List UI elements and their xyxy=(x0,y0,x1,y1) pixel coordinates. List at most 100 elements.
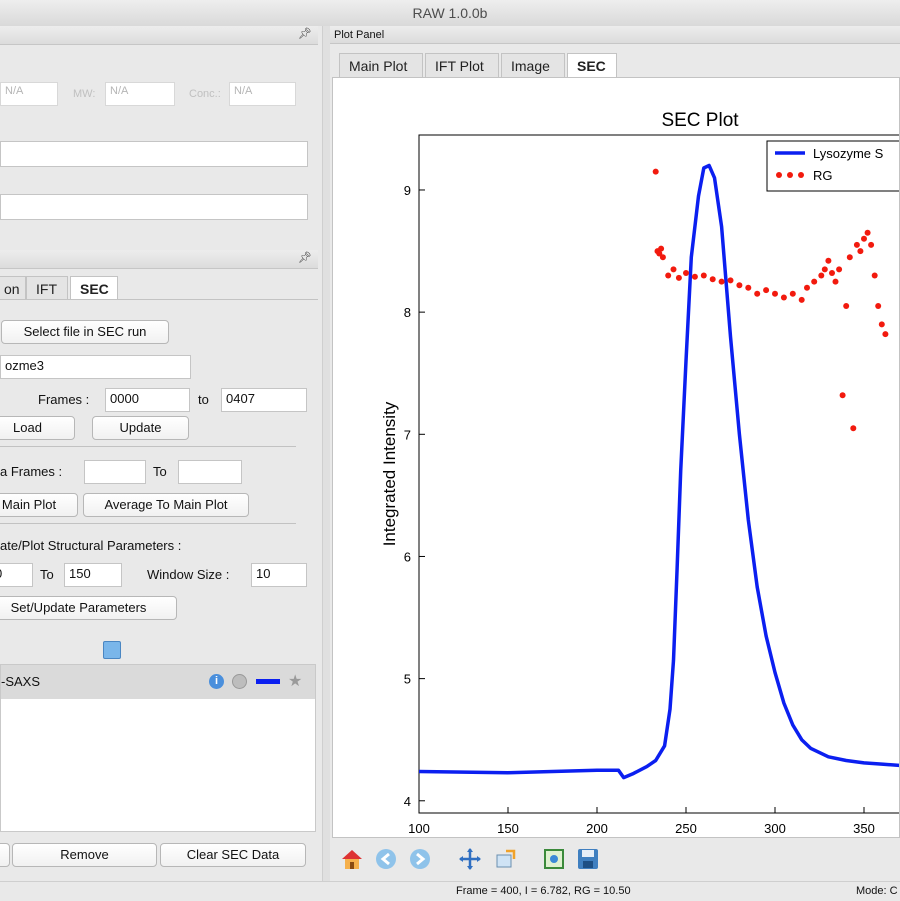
rg-data-point xyxy=(727,277,734,284)
list-item[interactable]: -SAXS i ★ xyxy=(1,665,315,699)
conc-label: Conc.: xyxy=(189,88,221,100)
tab-sec-plot[interactable]: SEC xyxy=(567,53,617,77)
axes-frame xyxy=(418,134,899,814)
tab-ift[interactable]: IFT xyxy=(26,276,68,300)
clear-sec-data-button[interactable]: Clear SEC Data xyxy=(160,843,306,867)
zoom-rect-icon[interactable] xyxy=(494,847,518,871)
legend-label-lysozyme: Lysozyme S xyxy=(813,146,884,161)
rg-data-point xyxy=(843,303,850,309)
window-size-label: Window Size : xyxy=(147,567,230,582)
rg-data-point xyxy=(811,278,818,285)
y-tick-label: 7 xyxy=(404,427,411,442)
tab-image[interactable]: Image xyxy=(501,53,565,77)
rg-data-point xyxy=(853,241,860,248)
frames-label: Frames : xyxy=(38,392,90,407)
struct-to-field[interactable]: 150 xyxy=(64,563,122,587)
plot-toolbar xyxy=(332,841,900,879)
tab-main-plot[interactable]: Main Plot xyxy=(339,53,423,77)
item-info-icon[interactable]: i xyxy=(209,674,224,689)
data-frames-to-label: To xyxy=(153,464,167,479)
remove-button[interactable]: Remove xyxy=(12,843,157,867)
frames-from-field[interactable]: 0000 xyxy=(105,388,190,412)
info-field-1[interactable]: N/A xyxy=(0,82,58,106)
to-main-plot-button[interactable]: Main Plot xyxy=(0,493,78,517)
control-panel-header: 📌︎ xyxy=(0,250,318,269)
rg-data-point xyxy=(772,290,778,297)
separator xyxy=(0,523,296,524)
rg-data-point xyxy=(798,296,805,303)
info-text-field-1[interactable] xyxy=(0,141,308,167)
plot-panel-header: Plot Panel xyxy=(330,26,900,44)
item-star-icon[interactable]: ★ xyxy=(288,673,303,690)
conc-field[interactable]: N/A xyxy=(229,82,296,106)
set-update-parameters-button[interactable]: Set/Update Parameters xyxy=(0,596,177,620)
mw-label: MW: xyxy=(73,88,96,100)
rg-data-point xyxy=(839,392,846,399)
rg-data-point xyxy=(736,282,743,289)
save-icon[interactable] xyxy=(576,847,600,871)
rg-data-point xyxy=(652,168,659,175)
data-frames-to-field[interactable] xyxy=(178,460,242,484)
rg-data-point xyxy=(675,274,682,281)
tab-divider xyxy=(0,299,318,300)
info-text-field-2[interactable] xyxy=(0,194,308,220)
legend-rg-swatch xyxy=(776,172,782,178)
rg-data-point xyxy=(691,273,698,280)
x-tick-label: 150 xyxy=(497,821,519,836)
rg-data-point xyxy=(868,241,875,248)
rg-data-point xyxy=(875,303,882,309)
rg-data-point xyxy=(846,254,853,261)
series-line-lysozyme xyxy=(418,163,899,780)
frames-to-field[interactable]: 0407 xyxy=(221,388,307,412)
rg-data-point xyxy=(861,235,867,242)
rg-data-point xyxy=(683,270,689,276)
sec-filename-field[interactable]: ozme3 xyxy=(0,355,191,379)
rg-data-point xyxy=(780,294,787,301)
rg-data-point xyxy=(864,229,871,236)
item-target-icon[interactable] xyxy=(232,674,247,689)
home-icon[interactable] xyxy=(340,847,364,871)
rg-data-point xyxy=(878,321,885,328)
splitter-handle[interactable] xyxy=(322,26,330,881)
rg-data-point xyxy=(789,290,796,297)
y-tick-label: 8 xyxy=(404,305,411,320)
update-button[interactable]: Update xyxy=(92,416,189,440)
tab-sec[interactable]: SEC xyxy=(70,276,118,300)
struct-from-field[interactable]: 0 xyxy=(0,563,33,587)
structural-params-label: ate/Plot Structural Parameters : xyxy=(0,538,182,553)
window-size-field[interactable]: 10 xyxy=(251,563,307,587)
frames-to-label: to xyxy=(198,392,209,407)
select-file-button[interactable]: Select file in SEC run xyxy=(1,320,169,344)
x-tick-label: 300 xyxy=(764,821,786,836)
data-frames-label: a Frames : xyxy=(0,464,63,479)
rg-data-point xyxy=(656,250,663,257)
partial-button[interactable] xyxy=(0,843,10,867)
rg-data-point xyxy=(700,272,707,279)
sec-item-list[interactable]: -SAXS i ★ xyxy=(0,664,316,832)
item-line-color-icon[interactable] xyxy=(256,679,280,684)
data-frames-from-field[interactable] xyxy=(84,460,146,484)
rg-data-point xyxy=(804,284,810,291)
average-to-main-plot-button[interactable]: Average To Main Plot xyxy=(83,493,249,517)
rg-data-point xyxy=(836,266,843,273)
configure-subplots-icon[interactable] xyxy=(542,847,566,871)
info-icon[interactable] xyxy=(103,641,121,659)
separator xyxy=(0,446,296,447)
x-tick-label: 200 xyxy=(586,821,608,836)
rg-data-point xyxy=(763,287,770,294)
tab-ift-plot[interactable]: IFT Plot xyxy=(425,53,499,77)
pin-icon[interactable]: 📌︎ xyxy=(298,28,312,40)
rg-data-point xyxy=(718,278,725,285)
pan-move-icon[interactable] xyxy=(458,847,482,871)
left-column: 📌︎ N/A MW: N/A Conc.: N/A 📌︎ on IFT SEC … xyxy=(0,26,322,881)
back-arrow-icon[interactable] xyxy=(374,847,398,871)
forward-arrow-icon[interactable] xyxy=(408,847,432,871)
pin-icon[interactable]: 📌︎ xyxy=(298,252,312,264)
mw-field[interactable]: N/A xyxy=(105,82,175,106)
info-panel-header: 📌︎ xyxy=(0,26,318,45)
rg-data-point xyxy=(871,272,878,279)
load-button[interactable]: Load xyxy=(0,416,75,440)
tab-manipulation[interactable]: on xyxy=(0,276,26,300)
